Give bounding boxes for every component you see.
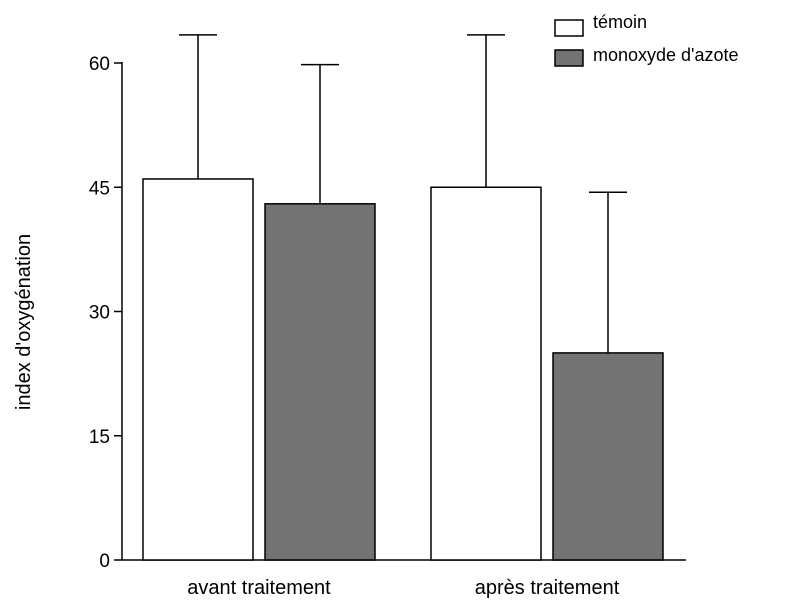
y-axis-title: index d'oxygénation: [13, 234, 35, 410]
x-tick-label: avant traitement: [187, 577, 331, 599]
plot-area: 0 15 30 45 60 avant traitement après traitemen…: [89, 34, 686, 599]
legend-swatch: [554, 49, 584, 67]
legend-swatch: [554, 19, 584, 37]
bar: [264, 203, 376, 561]
y-tick-label: 15: [89, 427, 110, 448]
legend-label: témoin: [593, 12, 647, 32]
y-tick-label: 30: [89, 303, 110, 324]
bar: [552, 352, 664, 561]
y-tick-label: 0: [99, 551, 110, 572]
legend: témoin monoxyde d'azote: [554, 12, 739, 67]
bar: [430, 186, 542, 561]
bar: [142, 178, 254, 561]
y-tick-label: 60: [89, 54, 110, 75]
y-tick-label: 45: [89, 178, 110, 199]
legend-label: monoxyde d'azote: [593, 45, 739, 65]
x-tick-label: après traitement: [475, 577, 620, 599]
